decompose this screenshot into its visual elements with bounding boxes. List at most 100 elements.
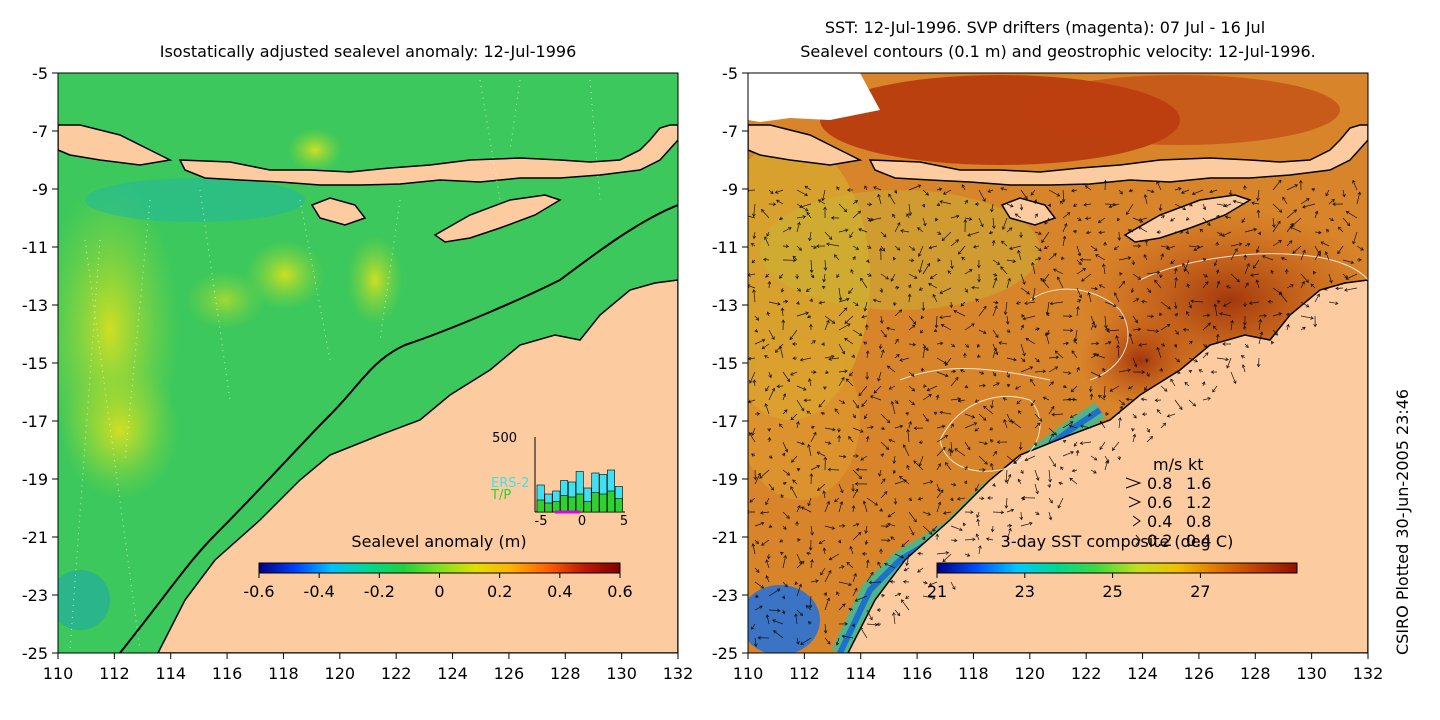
velocity-vector (950, 377, 959, 387)
velocity-vector (1048, 511, 1052, 520)
velocity-vector (1258, 331, 1263, 345)
velocity-vector (804, 185, 812, 191)
velocity-vector-head (1078, 261, 1082, 266)
velocity-vector-head (779, 539, 783, 543)
velocity-vector-head (1024, 457, 1029, 462)
y-tick-label: -17 (22, 412, 48, 431)
velocity-vector-head (748, 432, 753, 436)
colorbar-tick-label: 0.6 (607, 582, 632, 601)
velocity-vector (1041, 231, 1050, 243)
velocity-vector-head (788, 227, 792, 231)
velocity-vector (1291, 217, 1302, 227)
velocity-vector (1034, 199, 1037, 205)
velocity-vector (975, 399, 980, 403)
velocity-vector-head (1261, 255, 1266, 259)
velocity-vector-head (765, 614, 770, 618)
velocity-vector (1216, 231, 1223, 236)
velocity-vector (950, 343, 955, 348)
velocity-vector (834, 497, 840, 503)
velocity-vector-head (1109, 388, 1114, 392)
velocity-vector (824, 355, 835, 359)
velocity-vector (1001, 240, 1008, 247)
velocity-vector (964, 343, 969, 348)
velocity-vector-head (1021, 358, 1026, 362)
velocity-vector-head (876, 622, 880, 627)
velocity-vector-head (908, 420, 912, 425)
velocity-vector (899, 357, 910, 361)
velocity-vector-head (1128, 333, 1133, 337)
velocity-vector (852, 573, 857, 583)
velocity-vector-head (902, 444, 907, 448)
velocity-vector (936, 342, 943, 345)
velocity-vector-head (1162, 422, 1167, 427)
velocity-vector-head (969, 269, 973, 273)
velocity-vector (1128, 229, 1134, 233)
velocity-vector (765, 403, 770, 415)
velocity-vector-head (980, 496, 985, 501)
left-sumbawa-land (178, 124, 678, 186)
velocity-vector-head (885, 524, 890, 529)
velocity-vector (1000, 187, 1008, 191)
velocity-vector (860, 277, 868, 289)
velocity-vector (810, 432, 817, 443)
velocity-vector-head (841, 634, 846, 639)
velocity-vector (1090, 321, 1095, 331)
velocity-vector-head (1352, 240, 1356, 245)
velocity-vector (976, 511, 980, 518)
velocity-vector (1337, 245, 1344, 254)
velocity-vector-head (1280, 256, 1285, 261)
velocity-vector-head (1215, 241, 1219, 246)
velocity-vector-head (903, 567, 908, 572)
velocity-vector (1076, 245, 1081, 256)
velocity-vector-head (786, 515, 790, 519)
velocity-vector (1146, 329, 1159, 332)
velocity-vector (1342, 189, 1345, 197)
velocity-vector-head (934, 217, 939, 222)
velocity-vector-head (1020, 470, 1024, 474)
velocity-vector (1075, 329, 1078, 341)
velocity-vector-head (911, 387, 916, 392)
velocity-vector-head (933, 411, 938, 416)
velocity-vector-head (1099, 420, 1104, 425)
velocity-vector (1070, 413, 1078, 418)
velocity-vector-head (1137, 244, 1142, 248)
x-tick-label: 130 (1296, 664, 1327, 683)
velocity-vector-head (791, 342, 796, 346)
velocity-vector-head (1185, 217, 1190, 221)
velocity-vector-head (1278, 291, 1283, 296)
velocity-vector (838, 565, 845, 569)
velocity-vector-head (1072, 397, 1077, 402)
velocity-vector (880, 491, 888, 499)
velocity-vector-head (1224, 203, 1228, 208)
x-tick-label: 124 (437, 664, 468, 683)
velocity-vector-head (828, 556, 833, 561)
velocity-vector (978, 217, 984, 227)
velocity-vector-head (1134, 319, 1139, 324)
velocity-vector (939, 287, 952, 294)
y-tick-label: -13 (22, 296, 48, 315)
velocity-vector-head (1072, 229, 1077, 234)
velocity-vector-head (849, 545, 853, 550)
velocity-vector (766, 614, 770, 625)
velocity-vector-head (1057, 504, 1061, 509)
velocity-vector-head (872, 298, 877, 303)
velocity-vector-head (1352, 179, 1356, 184)
velocity-vector (799, 203, 812, 208)
velocity-vector (936, 231, 941, 235)
velocity-vector-head (781, 319, 786, 323)
velocity-vector (850, 269, 854, 275)
velocity-vector-head (765, 274, 769, 278)
velocity-vector-head (1024, 301, 1028, 306)
velocity-vector-head (1043, 245, 1048, 250)
velocity-vector-head (1181, 190, 1185, 194)
velocity-vector (1006, 203, 1014, 207)
left-sumba-land (310, 197, 367, 226)
velocity-vector-head (1036, 358, 1040, 363)
velocity-vector (1188, 301, 1192, 309)
velocity-vector-head (967, 233, 971, 237)
velocity-vector-head (1238, 242, 1243, 246)
velocity-vector-head (998, 341, 1002, 345)
velocity-vector (824, 501, 830, 513)
velocity-vector-head (1007, 473, 1012, 478)
velocity-vector (1020, 343, 1026, 356)
